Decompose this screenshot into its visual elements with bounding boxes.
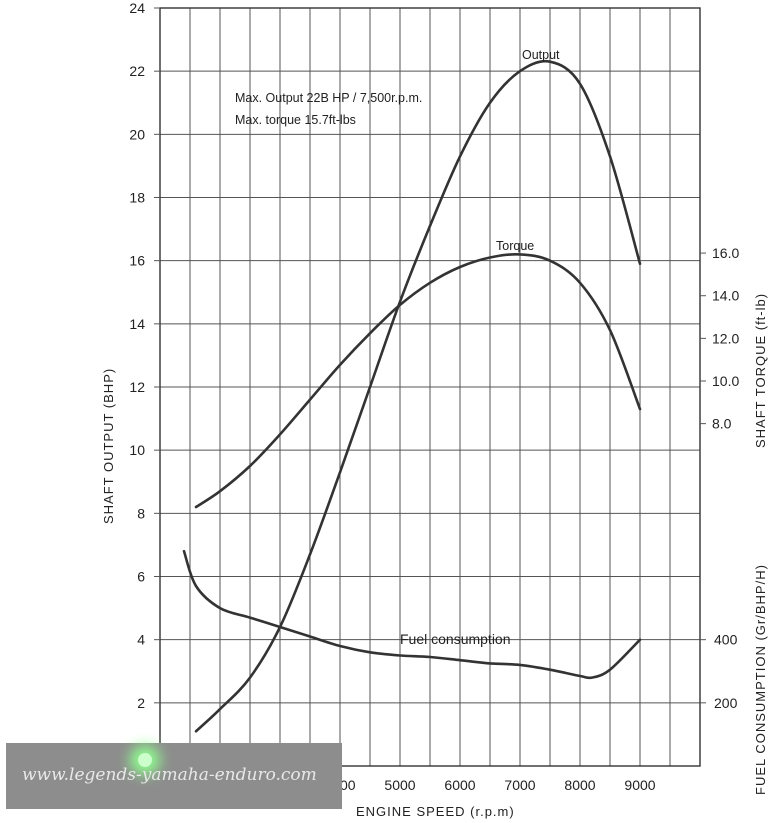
y-tick-label-left: 8	[137, 505, 145, 521]
watermark-text: www.legends-yamaha-enduro.com	[22, 765, 317, 785]
annotation-max-output: Max. Output 22B HP / 7,500r.p.m.	[235, 91, 422, 105]
annotation-max-torque: Max. torque 15.7ft-lbs	[235, 113, 356, 127]
series-label-fuel: Fuel consumption	[400, 631, 511, 647]
series-label-torque: Torque	[496, 239, 534, 253]
y-tick-label-left: 20	[129, 126, 145, 142]
y-axis-label-left: SHAFT OUTPUT (BHP)	[101, 368, 116, 524]
x-tick-label: 5000	[384, 777, 415, 793]
x-tick-label: 9000	[624, 777, 655, 793]
y-axis-label-fuel: FUEL CONSUMPTION (Gr/BHP/H)	[753, 564, 768, 795]
tick-labels: 2000300040005000600070008000900024681012…	[129, 0, 739, 793]
y-tick-label-left: 22	[129, 63, 145, 79]
y-axis-label-torque: SHAFT TORQUE (ft-lb)	[753, 293, 768, 448]
torque-curve	[194, 252, 642, 509]
y-tick-label-left: 18	[129, 190, 145, 206]
torque-tick-label: 14.0	[712, 288, 739, 304]
y-tick-label-left: 10	[129, 442, 145, 458]
output-curve	[194, 59, 642, 733]
y-tick-label-left: 4	[137, 632, 145, 648]
series-label-output: Output	[522, 48, 560, 62]
torque-tick-label: 12.0	[712, 330, 739, 346]
y-tick-label-left: 12	[129, 379, 145, 395]
x-axis-label: ENGINE SPEED (r.p.m)	[356, 804, 515, 819]
torque-tick-label: 16.0	[712, 245, 739, 261]
torque-tick-label: 8.0	[712, 416, 732, 432]
y-tick-label-left: 16	[129, 253, 145, 269]
x-tick-label: 6000	[444, 777, 475, 793]
y-tick-label-left: 14	[129, 316, 145, 332]
y-tick-label-left: 2	[137, 695, 145, 711]
fuel-consumption-curve	[182, 549, 642, 680]
fuel-tick-label: 200	[714, 695, 738, 711]
glow-icon	[138, 753, 152, 767]
y-tick-label-left: 6	[137, 569, 145, 585]
watermark-overlay: www.legends-yamaha-enduro.com	[6, 743, 342, 809]
x-tick-label: 8000	[564, 777, 595, 793]
y-tick-label-left: 24	[129, 0, 145, 16]
x-tick-label: 7000	[504, 777, 535, 793]
grid	[160, 8, 700, 766]
torque-tick-label: 10.0	[712, 373, 739, 389]
series-curves	[182, 59, 642, 733]
fuel-tick-label: 400	[714, 632, 738, 648]
